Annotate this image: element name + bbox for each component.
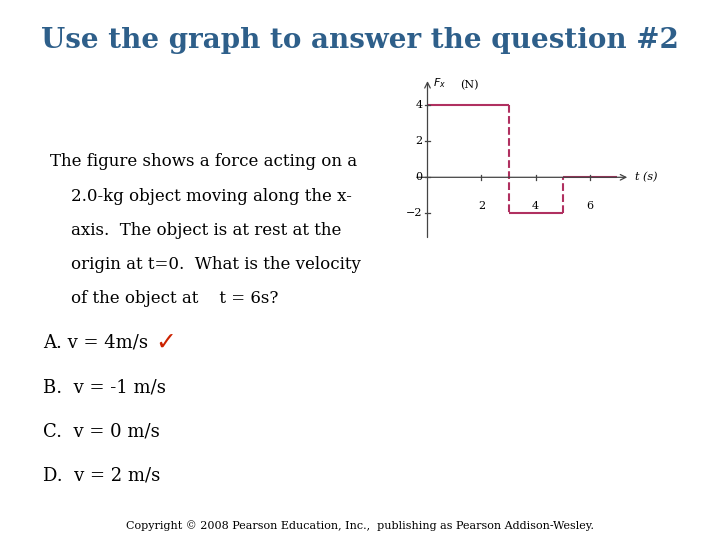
Text: Use the graph to answer the question #2: Use the graph to answer the question #2 bbox=[41, 27, 679, 54]
Text: origin at t=0.  What is the velocity: origin at t=0. What is the velocity bbox=[50, 255, 361, 273]
Text: C.  v = 0 m/s: C. v = 0 m/s bbox=[43, 422, 160, 441]
Text: The figure shows a force acting on a: The figure shows a force acting on a bbox=[50, 153, 358, 171]
Text: D.  v = 2 m/s: D. v = 2 m/s bbox=[43, 467, 161, 485]
Text: 0: 0 bbox=[415, 172, 423, 183]
Text: (N): (N) bbox=[460, 80, 478, 90]
Text: 4: 4 bbox=[532, 201, 539, 211]
Text: −2: −2 bbox=[406, 208, 423, 218]
Text: A. v = 4m/s: A. v = 4m/s bbox=[43, 334, 148, 352]
Text: 6: 6 bbox=[586, 201, 593, 211]
Text: of the object at    t = 6s?: of the object at t = 6s? bbox=[50, 289, 279, 307]
Text: 2: 2 bbox=[478, 201, 485, 211]
Text: 2.0-kg object moving along the x-: 2.0-kg object moving along the x- bbox=[50, 187, 352, 205]
Text: 2: 2 bbox=[415, 136, 423, 146]
Text: B.  v = -1 m/s: B. v = -1 m/s bbox=[43, 378, 166, 396]
Text: axis.  The object is at rest at the: axis. The object is at rest at the bbox=[50, 221, 342, 239]
Text: $F_x$: $F_x$ bbox=[433, 76, 446, 90]
Text: t (s): t (s) bbox=[635, 172, 658, 183]
Text: Copyright © 2008 Pearson Education, Inc.,  publishing as Pearson Addison-Wesley.: Copyright © 2008 Pearson Education, Inc.… bbox=[126, 520, 594, 531]
Text: 4: 4 bbox=[415, 100, 423, 110]
Text: ✓: ✓ bbox=[155, 331, 176, 355]
